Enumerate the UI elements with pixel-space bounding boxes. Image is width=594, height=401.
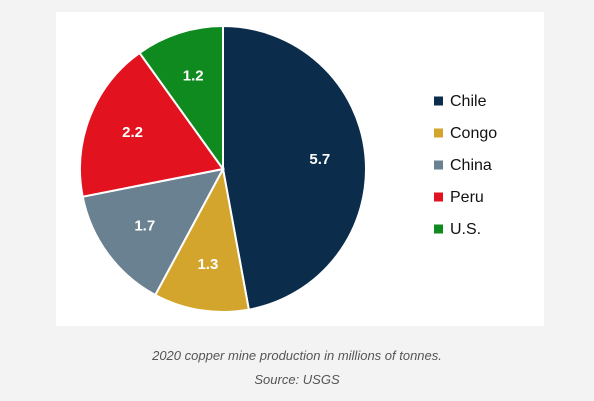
legend-swatch-peru (434, 192, 443, 202)
legend-item-congo: Congo (434, 125, 497, 142)
legend-label-peru: Peru (450, 189, 484, 206)
pie-slice-u-s (138, 24, 224, 173)
data-label-peru: 2.2 (122, 124, 143, 141)
data-label-china: 1.7 (134, 218, 155, 235)
data-label-chile: 5.7 (309, 151, 330, 168)
legend-item-u-s: U.S. (434, 221, 481, 238)
data-label-u-s: 1.2 (183, 67, 204, 84)
legend-label-chile: Chile (450, 93, 487, 110)
legend-label-u-s: U.S. (450, 221, 481, 238)
legend-label-congo: Congo (450, 125, 497, 142)
caption-source: Source: USGS (254, 372, 340, 387)
pie-slice-peru (79, 51, 225, 198)
pie-slice-chile (222, 24, 367, 311)
legend-item-china: China (434, 157, 492, 174)
caption-description: 2020 copper mine production in millions … (152, 348, 442, 363)
legend-label-china: China (450, 157, 492, 174)
legend-item-chile: Chile (434, 93, 487, 110)
legend-swatch-chile (434, 96, 443, 106)
data-label-congo: 1.3 (197, 256, 218, 273)
pie-chart: 5.7 1.3 1.7 2.2 1.2 Chile Congo China Peru U.S. (79, 24, 497, 313)
pie-slice-china (81, 167, 225, 297)
chart-card: 5.7 1.3 1.7 2.2 1.2 Chile Congo China Peru U.S. (56, 12, 544, 326)
legend-swatch-u-s (434, 224, 443, 234)
legend-item-peru: Peru (434, 189, 484, 206)
legend-swatch-congo (434, 128, 443, 138)
pie-slice-congo (153, 166, 251, 313)
legend-swatch-china (434, 160, 443, 170)
